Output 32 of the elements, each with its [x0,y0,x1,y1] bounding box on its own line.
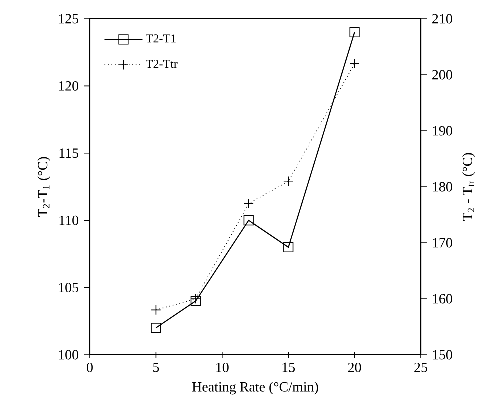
y-tick-label: 125 [59,14,79,24]
y-axis-title: T$_{2}$-T$_{1}$ (°C) [38,157,50,218]
y2-tick-label: 210 [432,14,452,24]
y-tick-label: 100 [59,350,79,360]
y2-tick-label: 200 [432,70,452,80]
x-tick-label: 15 [282,362,296,372]
y-tick-label: 110 [60,216,79,226]
point [190,296,201,306]
x-tick-label: 25 [414,362,428,372]
legend-label: T2-T1 [146,34,176,43]
legend-label: T2-Ttr [146,60,178,68]
x-tick-label: 0 [87,362,93,372]
point [284,242,294,253]
y-tick-label: 120 [59,81,79,91]
point [151,305,162,316]
point [151,323,162,334]
y2-tick-label: 150 [433,350,452,360]
y-tick-label: 105 [59,283,79,293]
point [350,58,360,69]
y2-tick-label: 180 [433,182,452,192]
x-axis-title: Heating Rate (°C/min) [192,382,318,395]
point [350,27,360,38]
point [244,198,254,209]
x-tick-label: 20 [348,362,362,372]
x-tick-label: 10 [216,362,229,372]
point [244,216,254,226]
y2-tick-label: 190 [433,126,452,136]
x-tick-label: 5 [154,362,160,372]
y2-axis-title: T$_{2}$ - T$_{tr}$ (°C) [462,153,476,222]
y2-tick-label: 160 [433,294,452,304]
y2-tick-label: 170 [433,238,452,248]
y-tick-label: 115 [60,148,79,158]
